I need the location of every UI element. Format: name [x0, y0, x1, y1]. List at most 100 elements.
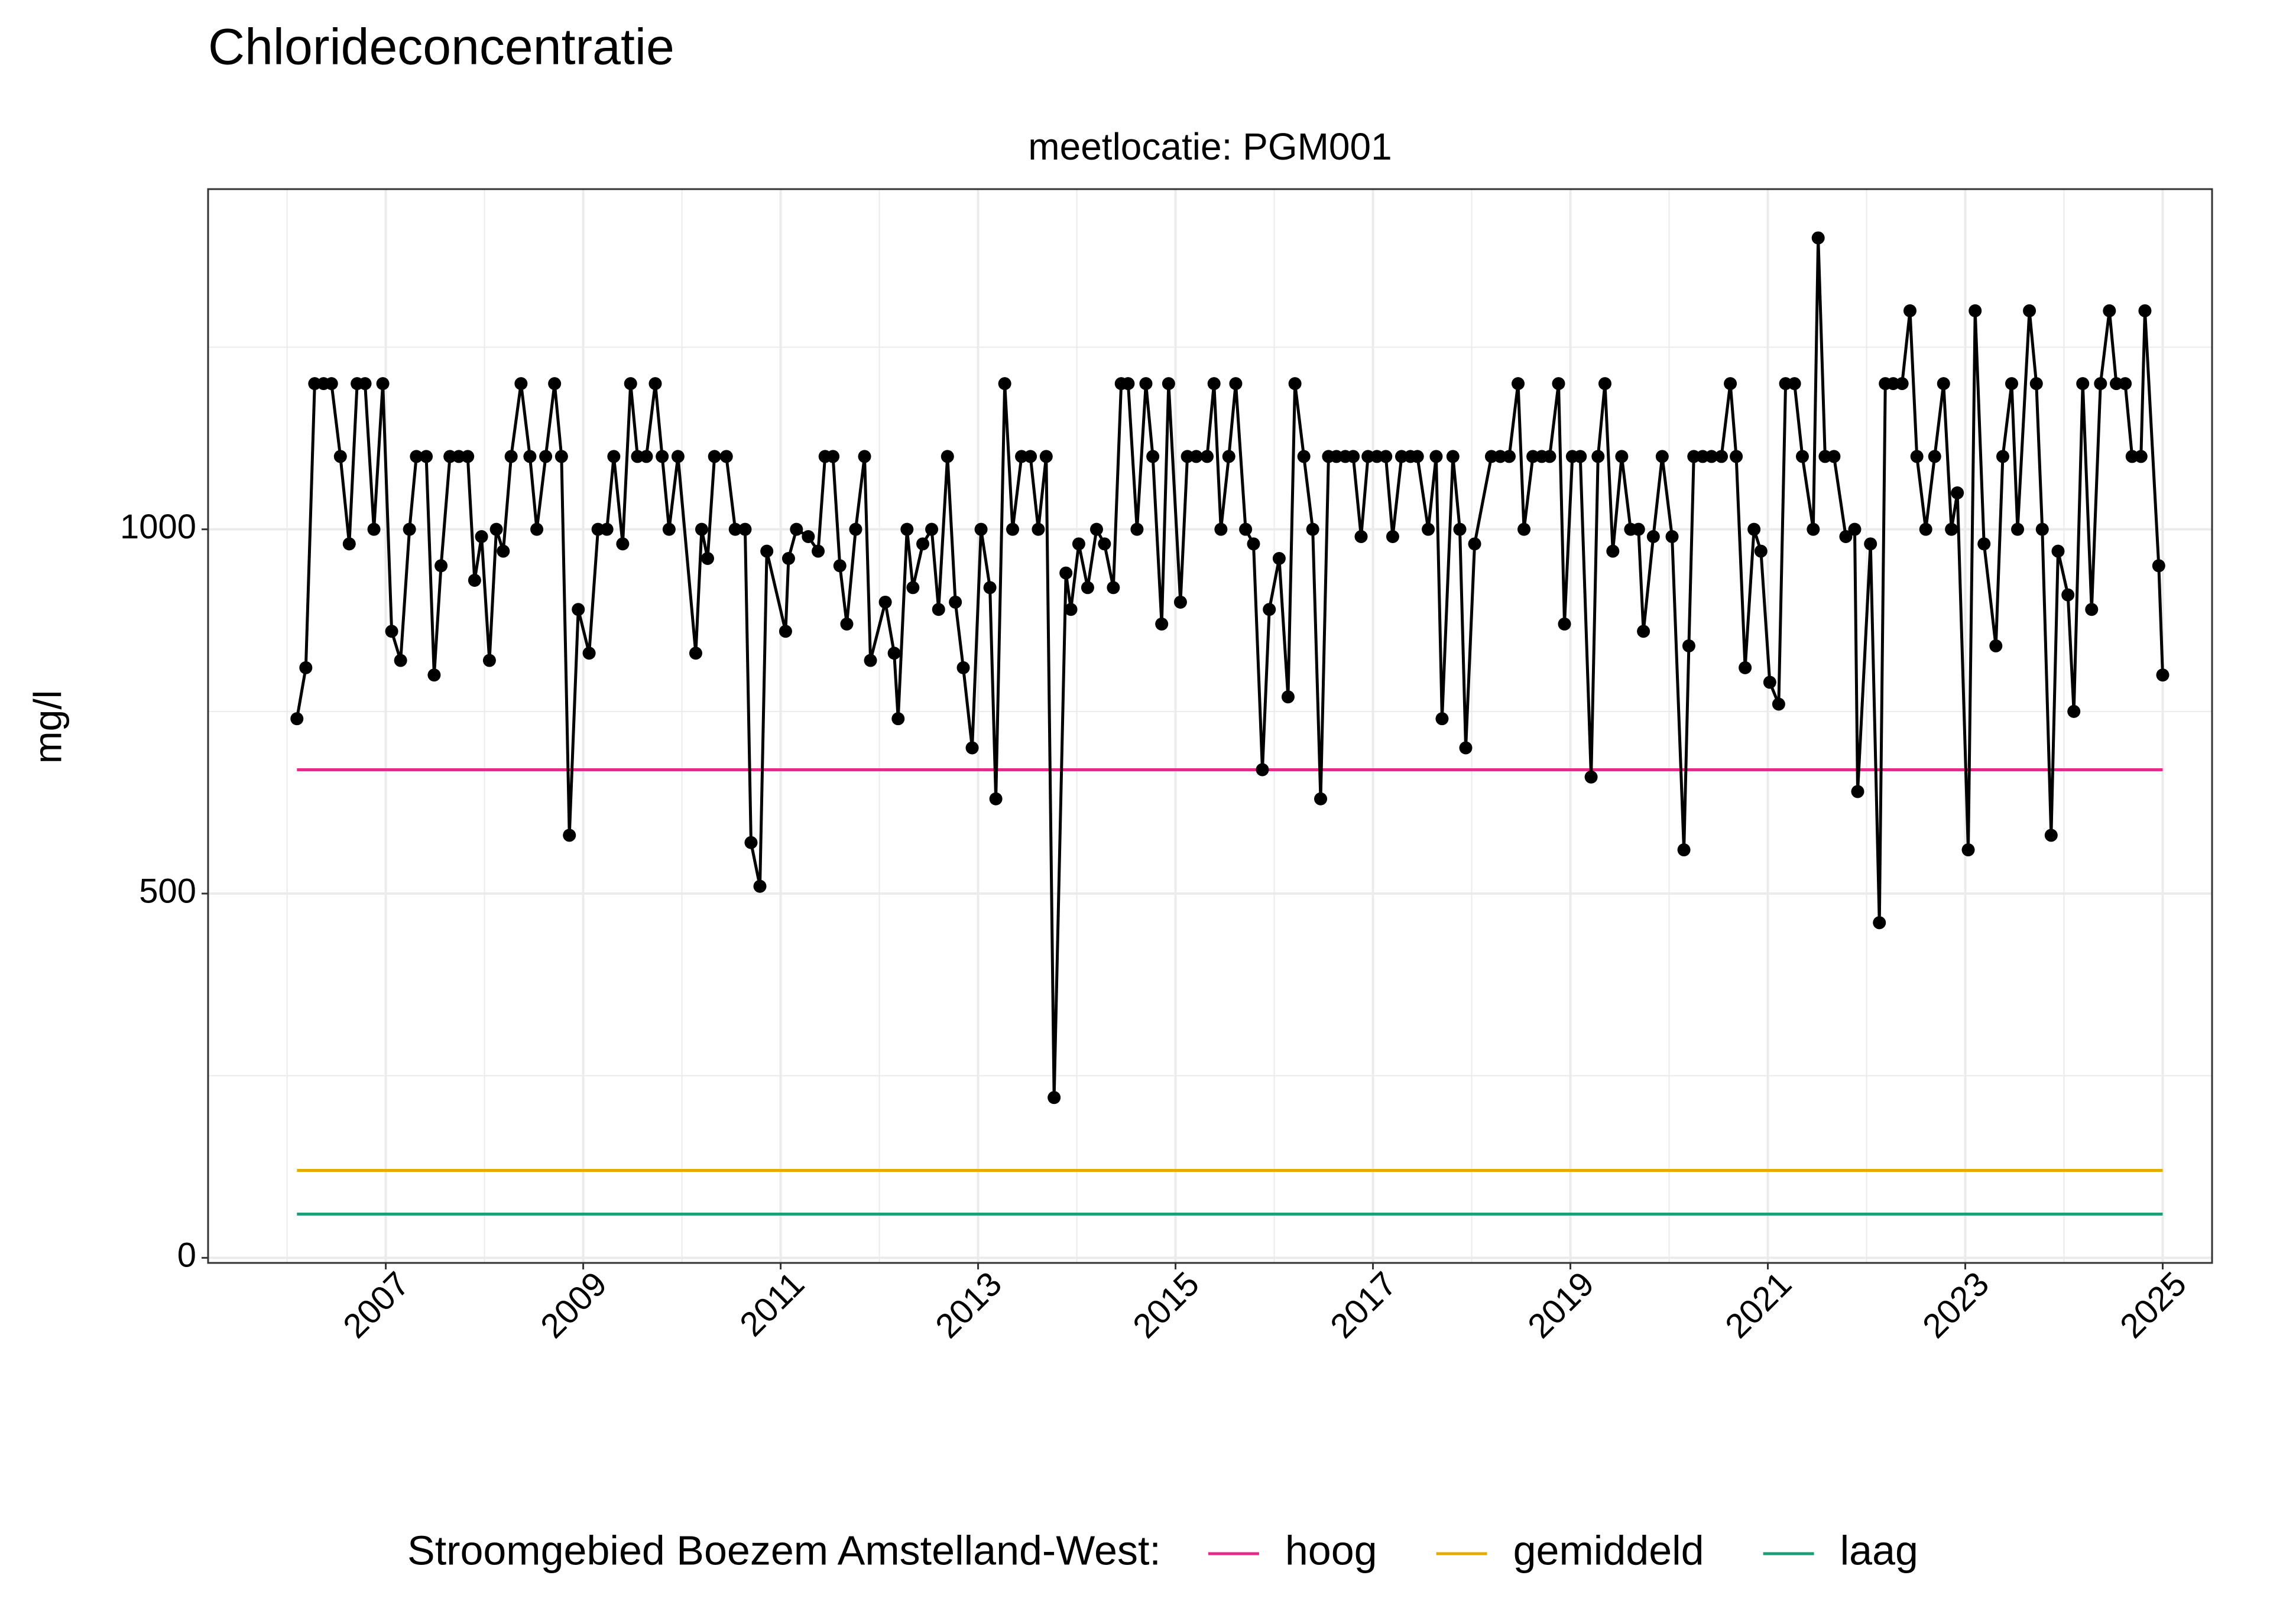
data-point — [2156, 668, 2170, 682]
data-point — [1121, 377, 1135, 391]
data-point — [1247, 537, 1260, 551]
data-point — [891, 712, 905, 726]
legend-label: laag — [1840, 1527, 1918, 1573]
data-point — [1696, 450, 1710, 463]
facet-label: meetlocatie: PGM001 — [1028, 125, 1392, 168]
data-point — [1139, 377, 1153, 391]
data-point — [965, 741, 979, 755]
data-point — [1263, 603, 1276, 616]
data-point — [1370, 450, 1384, 463]
data-point — [1272, 551, 1286, 565]
data-point — [1468, 537, 1481, 551]
data-point — [1146, 450, 1160, 463]
data-point — [452, 450, 466, 463]
data-point — [530, 522, 544, 536]
data-point — [760, 544, 774, 558]
data-point — [1222, 450, 1235, 463]
panel-border — [207, 188, 2213, 1264]
data-point — [1386, 530, 1399, 543]
data-point — [342, 537, 356, 551]
data-point — [695, 522, 708, 536]
data-point — [376, 377, 390, 391]
data-point — [1081, 581, 1094, 595]
data-point — [1512, 377, 1525, 391]
data-point — [548, 377, 562, 391]
data-point — [753, 879, 767, 893]
data-point — [949, 595, 962, 609]
data-point — [1747, 522, 1761, 536]
data-point — [582, 647, 596, 660]
data-point — [849, 522, 862, 536]
data-point — [1779, 377, 1792, 391]
data-point — [420, 450, 433, 463]
data-point — [394, 654, 407, 667]
data-point — [2138, 304, 2152, 317]
data-point — [563, 829, 576, 842]
data-point — [1606, 544, 1620, 558]
data-point — [1453, 522, 1467, 536]
data-point — [624, 377, 637, 391]
data-point — [2023, 304, 2036, 317]
data-point — [1059, 566, 1073, 580]
data-point — [689, 647, 702, 660]
data-point — [1552, 377, 1565, 391]
data-point — [779, 625, 792, 638]
data-point — [591, 522, 605, 536]
data-point — [1584, 770, 1598, 784]
data-point — [1677, 843, 1691, 857]
data-point — [2061, 588, 2075, 602]
data-point — [1493, 450, 1507, 463]
data-point — [802, 530, 815, 543]
data-point — [572, 603, 585, 616]
data-point — [1864, 537, 1877, 551]
data-point — [616, 537, 630, 551]
data-point — [2035, 522, 2049, 536]
data-point — [719, 450, 733, 463]
data-point — [1181, 450, 1194, 463]
data-point — [1827, 450, 1841, 463]
data-point — [607, 450, 621, 463]
data-point — [1306, 522, 1319, 536]
data-point — [1558, 617, 1571, 631]
plot-panel — [208, 189, 2212, 1263]
data-point — [1207, 377, 1221, 391]
data-point — [812, 544, 825, 558]
data-point — [925, 522, 939, 536]
data-point — [2029, 377, 2043, 391]
data-point — [1989, 639, 2003, 652]
data-point — [1039, 450, 1053, 463]
data-point — [554, 450, 568, 463]
data-point — [906, 581, 920, 595]
data-point — [2011, 522, 2025, 536]
legend-label: hoog — [1285, 1527, 1377, 1573]
data-point — [1297, 450, 1311, 463]
data-point — [1329, 450, 1343, 463]
data-point — [2076, 377, 2090, 391]
data-point — [2125, 450, 2139, 463]
data-point — [1189, 450, 1203, 463]
data-point — [1795, 450, 1809, 463]
data-point — [1347, 450, 1360, 463]
data-point — [461, 450, 475, 463]
y-tick-label: 1000 — [120, 508, 196, 546]
data-point — [1239, 522, 1253, 536]
data-point — [1961, 843, 1975, 857]
data-point — [497, 544, 510, 558]
data-point — [887, 647, 901, 660]
data-point — [1996, 450, 2009, 463]
data-point — [1763, 675, 1776, 689]
data-point — [1772, 697, 1785, 711]
data-point — [1754, 544, 1768, 558]
data-point — [1730, 450, 1743, 463]
data-point — [1072, 537, 1085, 551]
data-point — [1591, 450, 1605, 463]
data-point — [1895, 377, 1909, 391]
legend-label: gemiddeld — [1513, 1527, 1704, 1573]
data-point — [2051, 544, 2065, 558]
data-point — [403, 522, 416, 536]
data-point — [1379, 450, 1393, 463]
data-point — [427, 668, 441, 682]
data-point — [600, 522, 614, 536]
data-point — [2134, 450, 2148, 463]
data-point — [744, 836, 758, 849]
